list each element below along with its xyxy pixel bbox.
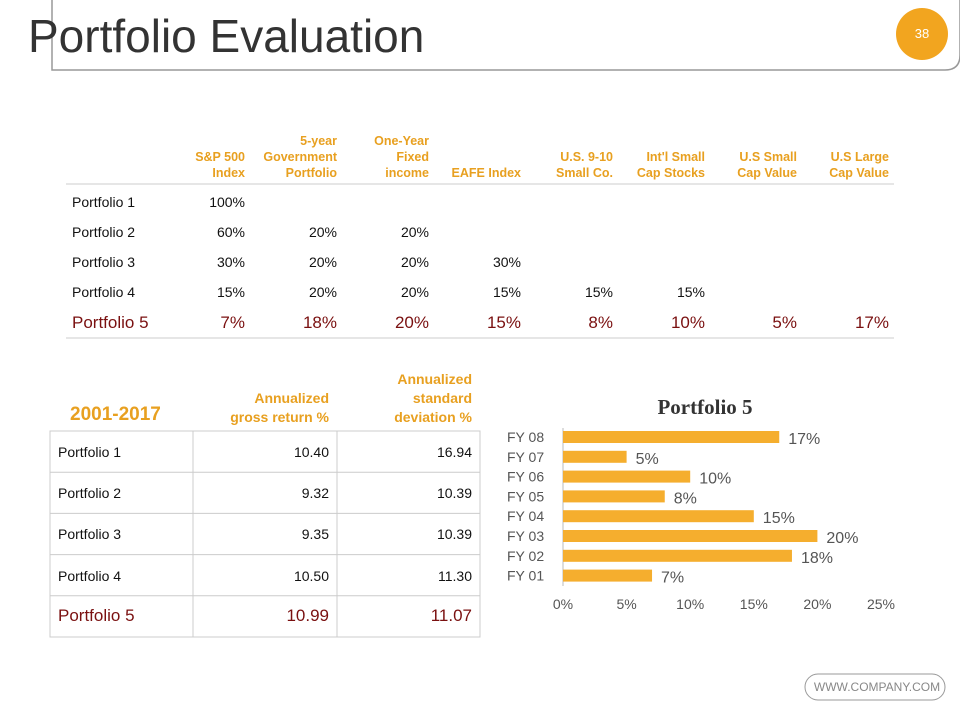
cell: 30%	[216, 254, 245, 270]
y-tick-label: FY 06	[507, 469, 544, 485]
data-label: 10%	[699, 471, 731, 488]
chart-title: Portfolio 5	[657, 395, 752, 419]
cell: 20%	[308, 224, 337, 240]
row-label: Portfolio 1	[72, 194, 136, 210]
column-header: S&P 500 Index	[195, 150, 245, 180]
bar	[563, 470, 691, 483]
column-header: EAFE Index	[451, 166, 521, 180]
cell: 20%	[400, 254, 429, 270]
footer-url: WWW.COMPANY.COM	[814, 680, 940, 694]
cell: 11.07	[430, 605, 472, 625]
bar	[563, 490, 665, 503]
column-header: 5-year Government Portfolio	[263, 134, 337, 180]
cell: 20%	[308, 284, 337, 300]
cell: 10.39	[436, 526, 472, 543]
cell: 15%	[676, 284, 705, 300]
bar	[563, 450, 627, 463]
period-label: 2001-2017	[70, 404, 161, 425]
cell: 7%	[220, 313, 245, 332]
cell: 18%	[302, 313, 337, 332]
cell: 15%	[216, 284, 245, 300]
y-tick-label: FY 03	[507, 528, 544, 544]
row-label: Portfolio 2	[58, 485, 122, 502]
page-badge	[896, 8, 948, 60]
column-header: U.S. 9-10 Small Co.	[556, 150, 613, 180]
cell: 30%	[492, 254, 521, 270]
x-tick-label: 0%	[553, 596, 573, 612]
y-tick-label: FY 04	[507, 508, 544, 524]
row-label: Portfolio 4	[72, 284, 136, 300]
column-header: One-Year Fixed income	[374, 134, 429, 180]
bar	[563, 510, 754, 523]
bar	[563, 549, 792, 562]
cell: 10%	[670, 313, 705, 332]
x-tick-label: 10%	[676, 596, 704, 612]
row-label: Portfolio 3	[72, 254, 136, 270]
cell: 9.32	[301, 485, 329, 502]
row-label: Portfolio 3	[58, 526, 122, 543]
y-tick-label: FY 02	[507, 548, 544, 564]
cell: 20%	[400, 284, 429, 300]
data-label: 8%	[674, 490, 697, 507]
bar	[563, 530, 818, 542]
row-label: Portfolio 1	[58, 444, 122, 460]
column-header: U.S Large Cap Value	[829, 150, 889, 180]
column-header: U.S Small Cap Value	[737, 150, 797, 180]
y-tick-label: FY 07	[507, 449, 544, 465]
y-tick-label: FY 01	[507, 568, 544, 584]
cell: 15%	[492, 284, 521, 300]
data-label: 7%	[661, 570, 684, 587]
data-label: 15%	[763, 510, 795, 527]
bar	[563, 431, 780, 443]
cell: 9.35	[301, 526, 329, 543]
x-tick-label: 5%	[616, 596, 636, 612]
x-tick-label: 15%	[740, 596, 768, 612]
page-number: 38	[915, 26, 929, 41]
cell: 17%	[854, 313, 889, 332]
cell: 16.94	[436, 444, 472, 460]
column-header: Annualized standard deviation %	[394, 371, 472, 425]
cell: 10.40	[293, 444, 329, 460]
cell: 8%	[588, 313, 613, 332]
y-tick-label: FY 05	[507, 488, 544, 504]
cell: 11.30	[438, 567, 472, 584]
cell: 60%	[216, 224, 245, 240]
cell: 10.50	[293, 567, 329, 584]
x-tick-label: 20%	[803, 596, 831, 612]
row-label: Portfolio 5	[58, 605, 135, 625]
cell: 20%	[394, 313, 429, 332]
row-label: Portfolio 5	[72, 313, 149, 332]
row-label: Portfolio 2	[72, 224, 136, 240]
data-label: 20%	[826, 530, 858, 547]
cell: 15%	[584, 284, 613, 300]
row-label: Portfolio 4	[58, 567, 122, 584]
cell: 10.99	[286, 605, 329, 625]
slide-title: Portfolio Evaluation	[28, 10, 424, 62]
cell: 100%	[209, 194, 245, 210]
cell: 5%	[772, 313, 797, 332]
y-tick-label: FY 08	[507, 429, 544, 445]
footer-frame	[804, 673, 946, 701]
column-header: Int'l Small Cap Stocks	[636, 150, 705, 180]
cell: 10.39	[436, 485, 472, 502]
cell: 20%	[400, 224, 429, 240]
cell: 20%	[308, 254, 337, 270]
x-tick-label: 25%	[867, 596, 895, 612]
bar	[563, 569, 653, 582]
data-label: 17%	[788, 431, 820, 448]
data-label: 18%	[801, 550, 833, 567]
column-header: Annualized gross return %	[230, 390, 329, 425]
table-frame	[49, 430, 481, 638]
data-label: 5%	[636, 451, 659, 468]
cell: 15%	[486, 313, 521, 332]
